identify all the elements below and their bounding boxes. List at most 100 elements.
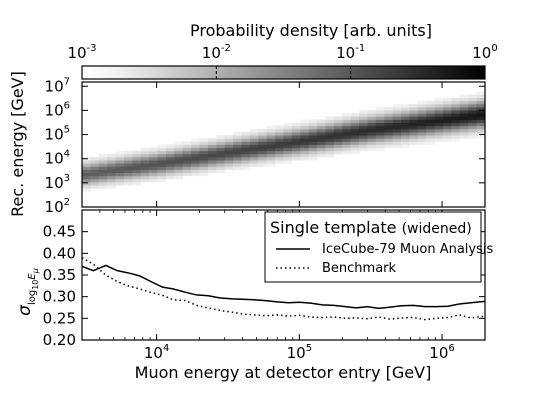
heatmap-cell (401, 122, 410, 127)
heatmap-cell (426, 116, 436, 120)
heatmap-cell (174, 160, 184, 164)
heatmap-cell (283, 144, 293, 149)
heatmap-cell (291, 122, 301, 127)
heatmap-cell (82, 182, 91, 186)
heatmap-cell (140, 169, 150, 174)
heatmap-cell (308, 153, 318, 158)
heatmap-cell (459, 113, 469, 117)
heatmap-cell (157, 169, 167, 174)
heatmap-cell (384, 128, 394, 133)
heatmap-cell (132, 169, 142, 174)
heatmap-cell (165, 153, 175, 158)
heatmap-cell (165, 144, 175, 149)
heatmap-cell (451, 113, 461, 117)
heatmap-cell (325, 116, 335, 120)
heatmap-cell (275, 125, 284, 130)
heatmap-cell (98, 169, 108, 174)
heatmap-cell (409, 116, 419, 120)
heatmap-cell (300, 125, 310, 130)
heatmap-cell (325, 141, 335, 145)
heatmap-cell (216, 166, 226, 170)
heatmap-cell (140, 166, 150, 170)
heatmap-cell (359, 113, 368, 117)
heatmap-cell (333, 141, 343, 145)
heatmap-cell (468, 116, 478, 120)
heatmap-cell (426, 125, 436, 130)
heatmap-cell (401, 138, 410, 142)
heatmap-cell (199, 138, 209, 142)
heatmap-cell (241, 163, 251, 167)
heatmap-cell (283, 132, 293, 136)
heatmap-cell (342, 141, 352, 145)
heatmap-cell (224, 163, 234, 167)
heatmap-cell (350, 141, 360, 145)
heatmap-cell (82, 175, 91, 180)
heatmap-cell (115, 157, 125, 161)
heatmap-cell (392, 122, 402, 127)
heatmap-cell (291, 138, 301, 142)
heatmap-cell (149, 178, 158, 183)
heatmap-cell (174, 175, 184, 180)
heatmap-cell (476, 128, 486, 133)
heatmap-cell (258, 163, 268, 167)
heatmap-cell (476, 122, 486, 127)
legend-box (264, 211, 482, 283)
heatmap-cell (191, 163, 200, 167)
heatmap-cell (224, 166, 234, 170)
heatmap-cell (367, 135, 377, 139)
heatmap-cell (459, 132, 469, 136)
heatmap-cell (333, 138, 343, 142)
heatmap-cell (451, 132, 461, 136)
heatmap-cell (451, 116, 461, 120)
heatmap-cell (468, 100, 478, 105)
heatmap-cell (207, 147, 217, 152)
heatmap-cell (443, 110, 452, 114)
heatmap-cell (199, 166, 209, 170)
heatmap-cell (107, 153, 116, 158)
heatmap-cell (216, 160, 226, 164)
heatmap-cell (333, 122, 343, 127)
heatmap-cell (224, 135, 234, 139)
heatmap-cell (207, 144, 217, 149)
heatmap-cell (149, 153, 158, 158)
heatmap-cell (426, 132, 436, 136)
heatmap-cell (90, 157, 100, 161)
heatmap-cell (375, 110, 385, 114)
heatmap-cell (149, 157, 158, 161)
heatmap-cell (149, 160, 158, 164)
heatmap-cell (476, 110, 486, 114)
heatmap-cell (392, 113, 402, 117)
heatmap-cell (174, 150, 184, 155)
heatmap-cell (191, 166, 200, 170)
resolution-ytick-label: 0.45 (43, 223, 76, 241)
heatmap-cell (283, 147, 293, 152)
heatmap-cell (82, 188, 91, 192)
heatmap-cell (107, 172, 116, 177)
heatmap-cell (291, 128, 301, 133)
heatmap-cell (359, 144, 368, 149)
heatmap-cell (409, 122, 419, 127)
heatmap-cell (182, 141, 192, 145)
heatmap-cell (434, 97, 444, 102)
heatmap-cell (401, 113, 410, 117)
heatmap-cell (224, 144, 234, 149)
heatmap-cell (409, 128, 419, 133)
heatmap-cell (249, 135, 259, 139)
heatmap-cell (216, 135, 226, 139)
heatmap-cell (140, 172, 150, 177)
heatmap-cell (417, 125, 427, 130)
heatmap-cell (317, 128, 326, 133)
heatmap-cell (123, 150, 133, 155)
heatmap-cell (258, 138, 268, 142)
heatmap-cell (443, 100, 452, 105)
heatmap-cell (123, 169, 133, 174)
heatmap-cell (275, 160, 284, 164)
heatmap-cell (342, 128, 352, 133)
heatmap-cell (417, 116, 427, 120)
heatmap-cell (317, 138, 326, 142)
heatmap-cell (308, 138, 318, 142)
colorbar-tick-label: 10-1 (336, 43, 365, 62)
heatmap-cell (107, 175, 116, 180)
heatmap-cell (392, 144, 402, 149)
heatmap-cell (249, 150, 259, 155)
